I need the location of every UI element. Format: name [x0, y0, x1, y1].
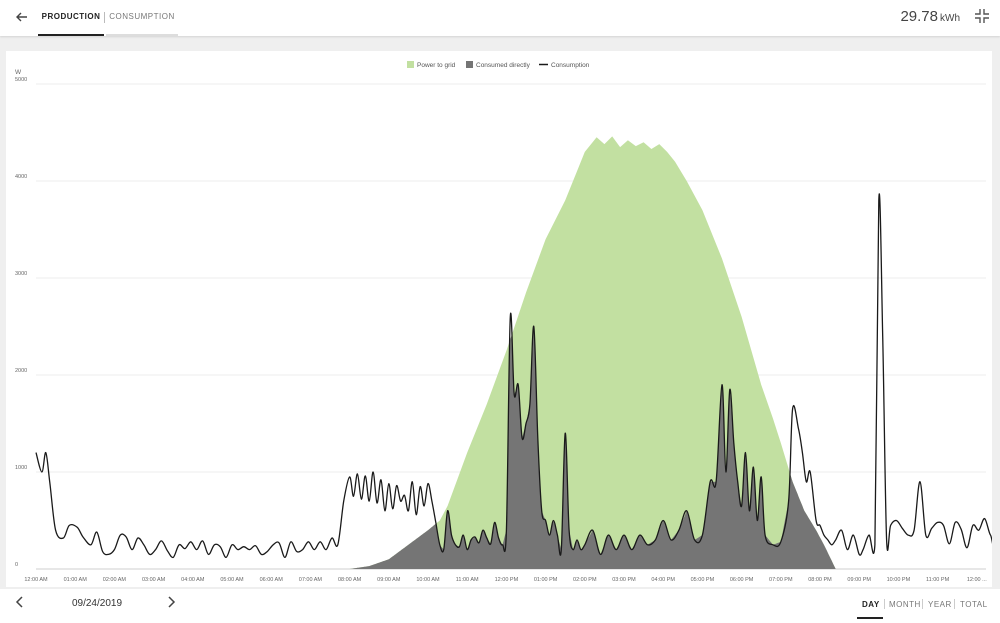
next-day-button[interactable]: [161, 595, 181, 613]
x-tick-label: 10:00 AM: [416, 577, 440, 583]
y-tick-label: 2000: [15, 368, 27, 374]
period-divider: [954, 599, 955, 609]
chevron-right-icon: [168, 596, 176, 608]
x-tick-label: 12:00 AM: [24, 577, 48, 583]
x-tick-label: 03:00 AM: [142, 577, 166, 583]
period-month[interactable]: MONTH: [889, 600, 921, 609]
period-total[interactable]: TOTAL: [960, 600, 988, 609]
legend-marker-power-to-grid: [407, 61, 414, 68]
legend-label-power-to-grid: Power to grid: [417, 62, 456, 69]
x-tick-label: 05:00 PM: [691, 577, 715, 583]
arrow-left-icon: [16, 12, 27, 22]
x-tick-label: 08:00 AM: [338, 577, 362, 583]
consumed-directly-area: [349, 326, 836, 569]
period-divider: [922, 599, 923, 609]
bottom-bar: 09/24/2019 DAY MONTH YEAR TOTAL: [0, 589, 1000, 623]
y-tick-label: 5000: [15, 77, 27, 83]
chart-legend: Power to grid Consumed directly Consumpt…: [407, 61, 590, 69]
x-tick-label: 05:00 AM: [220, 577, 244, 583]
chevron-left-icon: [15, 596, 23, 608]
collapse-button[interactable]: [974, 8, 990, 24]
x-tick-label: 04:00 PM: [651, 577, 675, 583]
x-tick-label: 09:00 AM: [377, 577, 401, 583]
tab-production[interactable]: PRODUCTION: [38, 0, 104, 36]
legend-label-consumed-directly: Consumed directly: [476, 62, 531, 69]
y-tick-label: 4000: [15, 174, 27, 180]
x-tick-label: 07:00 AM: [299, 577, 323, 583]
selected-date[interactable]: 09/24/2019: [71, 598, 123, 609]
x-tick-label: 03:00 PM: [612, 577, 636, 583]
tab-divider: [104, 12, 105, 23]
x-tick-label: 11:00 AM: [456, 577, 479, 583]
previous-day-button[interactable]: [10, 595, 30, 613]
legend-marker-consumed-directly: [466, 61, 473, 68]
period-day[interactable]: DAY: [862, 600, 880, 609]
x-tick-label: 02:00 PM: [573, 577, 597, 583]
period-day-underline: [857, 617, 883, 619]
y-tick-label: 1000: [15, 465, 27, 471]
y-tick-label: 3000: [15, 271, 27, 277]
y-axis-label: W: [15, 69, 22, 76]
collapse-icon: [975, 9, 989, 23]
production-chart: Power to grid Consumed directly Consumpt…: [15, 61, 992, 583]
x-tick-label: 02:00 AM: [103, 577, 127, 583]
x-tick-label: 11:00 PM: [926, 577, 950, 583]
x-tick-label: 08:00 PM: [808, 577, 832, 583]
total-unit: kWh: [940, 13, 960, 24]
back-button[interactable]: [11, 7, 33, 27]
tab-consumption[interactable]: CONSUMPTION: [106, 0, 178, 36]
x-tick-label: 01:00 PM: [534, 577, 558, 583]
top-bar: PRODUCTION CONSUMPTION 29.78 kWh: [0, 0, 1000, 36]
chart-card: Power to grid Consumed directly Consumpt…: [6, 51, 992, 587]
x-tick-label: 04:00 AM: [181, 577, 205, 583]
x-tick-label: 12:00 ...: [967, 577, 987, 583]
x-tick-label: 12:00 PM: [495, 577, 519, 583]
y-tick-label: 0: [15, 562, 18, 568]
period-year[interactable]: YEAR: [928, 600, 952, 609]
x-tick-label: 07:00 PM: [769, 577, 793, 583]
total-energy: 29.78 kWh: [900, 8, 960, 25]
consumption-line: [35, 193, 992, 559]
power-to-grid-area: [349, 136, 836, 569]
total-value: 29.78: [900, 8, 938, 25]
x-tick-label: 01:00 AM: [64, 577, 88, 583]
x-tick-label: 06:00 AM: [260, 577, 284, 583]
x-tick-label: 06:00 PM: [730, 577, 754, 583]
legend-label-consumption: Consumption: [551, 62, 590, 69]
x-tick-label: 10:00 PM: [887, 577, 911, 583]
x-tick-label: 09:00 PM: [847, 577, 871, 583]
period-divider: [884, 599, 885, 609]
